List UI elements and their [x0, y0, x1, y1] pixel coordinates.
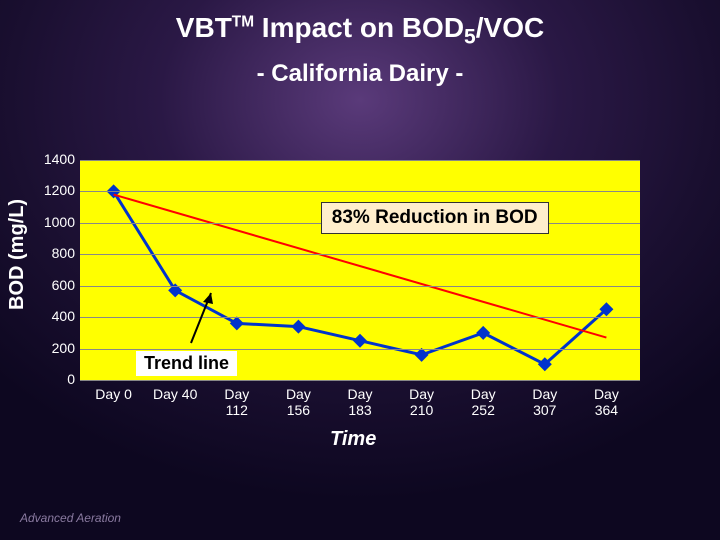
title-mid: Impact on BOD: [254, 12, 464, 43]
slide-title: VBTTM Impact on BOD5/VOC: [0, 0, 720, 50]
grid-line: [80, 191, 640, 192]
title-text: VBTTM Impact on BOD5/VOC: [176, 12, 544, 43]
y-tick-label: 600: [30, 277, 75, 293]
x-tick-label: Day 0: [82, 386, 146, 402]
x-tick-label: Day 252: [451, 386, 515, 418]
x-tick-label: Day 210: [390, 386, 454, 418]
grid-line: [80, 286, 640, 287]
x-tick-label: Day 183: [328, 386, 392, 418]
x-tick-label: Day 364: [574, 386, 638, 418]
x-tick-label: Day 112: [205, 386, 269, 418]
title-superscript: TM: [232, 14, 254, 31]
company-logo: Advanced Aeration: [20, 511, 121, 525]
y-tick-label: 0: [30, 371, 75, 387]
data-marker: [476, 326, 490, 340]
grid-line: [80, 317, 640, 318]
trend-line-label: Trend line: [136, 351, 237, 376]
grid-line: [80, 160, 640, 161]
trend-arrow-icon: [186, 288, 226, 348]
data-marker: [291, 320, 305, 334]
data-marker: [230, 316, 244, 330]
y-tick-label: 800: [30, 245, 75, 261]
grid-line: [80, 254, 640, 255]
x-tick-label: Day 156: [266, 386, 330, 418]
slide-subtitle: - California Dairy -: [0, 60, 720, 88]
title-suffix: /VOC: [476, 12, 544, 43]
x-tick-label: Day 307: [513, 386, 577, 418]
y-tick-label: 200: [30, 340, 75, 356]
y-tick-label: 400: [30, 308, 75, 324]
title-subscript: 5: [464, 26, 476, 49]
x-tick-label: Day 40: [143, 386, 207, 402]
title-prefix: VBT: [176, 12, 232, 43]
y-axis-label: BOD (mg/L): [6, 199, 29, 310]
x-axis-label: Time: [330, 428, 376, 451]
grid-line: [80, 349, 640, 350]
data-marker: [353, 334, 367, 348]
grid-line: [80, 380, 640, 381]
reduction-annotation: 83% Reduction in BOD: [321, 202, 549, 234]
chart-svg: [80, 160, 640, 380]
chart-area: 0200400600800100012001400Day 0Day 40Day …: [80, 160, 640, 380]
y-tick-label: 1200: [30, 182, 75, 198]
y-tick-label: 1000: [30, 214, 75, 230]
y-tick-label: 1400: [30, 151, 75, 167]
data-marker: [415, 348, 429, 362]
